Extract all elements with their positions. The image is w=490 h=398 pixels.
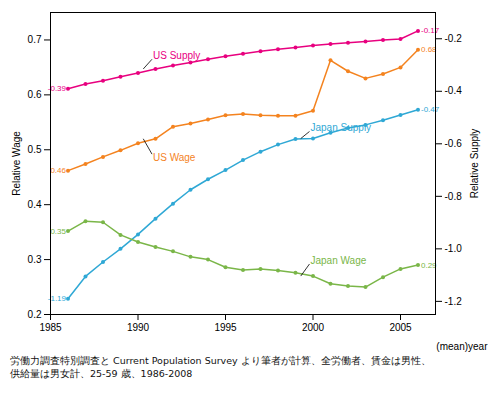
svg-text:0.5: 0.5 [28,144,42,155]
html-text:労働力調査特別調査と Current Population: 労働力調査特別調査と Current Population Survey より筆… [10,355,431,366]
svg-text:0.35: 0.35 [50,227,66,236]
svg-text:US Supply: US Supply [153,50,200,61]
svg-text:-0.39: -0.39 [47,84,66,94]
svg-text:-0.6: -0.6 [445,138,463,149]
svg-text:0.2: 0.2 [28,309,42,320]
svg-text:0.46: 0.46 [50,166,66,175]
svg-text:0.68: 0.68 [421,45,437,54]
svg-text:Relative Supply: Relative Supply [469,129,480,198]
html-text:供給量は男女計、25-59 歳、1986-2008: 供給量は男女計、25-59 歳、1986-2008 [10,368,193,379]
svg-text:-0.47: -0.47 [421,105,440,114]
svg-text:US Wage: US Wage [153,152,196,163]
svg-text:2005: 2005 [389,322,412,333]
svg-text:1990: 1990 [127,322,150,333]
svg-text:1985: 1985 [39,322,62,333]
svg-text:-1.2: -1.2 [445,296,463,307]
svg-text:0.6: 0.6 [28,89,42,100]
svg-text:0.29: 0.29 [421,261,437,270]
svg-text:Relative Wage: Relative Wage [11,131,22,196]
svg-text:-1.0: -1.0 [445,243,463,254]
svg-text:Japan Wage: Japan Wage [311,255,367,266]
svg-text:-1.19: -1.19 [47,294,66,304]
svg-text:0.3: 0.3 [28,254,42,265]
svg-text:Japan Supply: Japan Supply [311,122,372,133]
svg-text:1995: 1995 [214,322,237,333]
svg-text:-0.17: -0.17 [421,26,440,35]
svg-text:0.4: 0.4 [28,199,42,210]
svg-text:-0.4: -0.4 [445,85,463,96]
svg-text:-0.8: -0.8 [445,191,463,202]
svg-text:(mean)year: (mean)year [436,341,488,352]
svg-text:2000: 2000 [302,322,325,333]
svg-text:-0.2: -0.2 [445,33,463,44]
svg-text:0.7: 0.7 [28,34,42,45]
